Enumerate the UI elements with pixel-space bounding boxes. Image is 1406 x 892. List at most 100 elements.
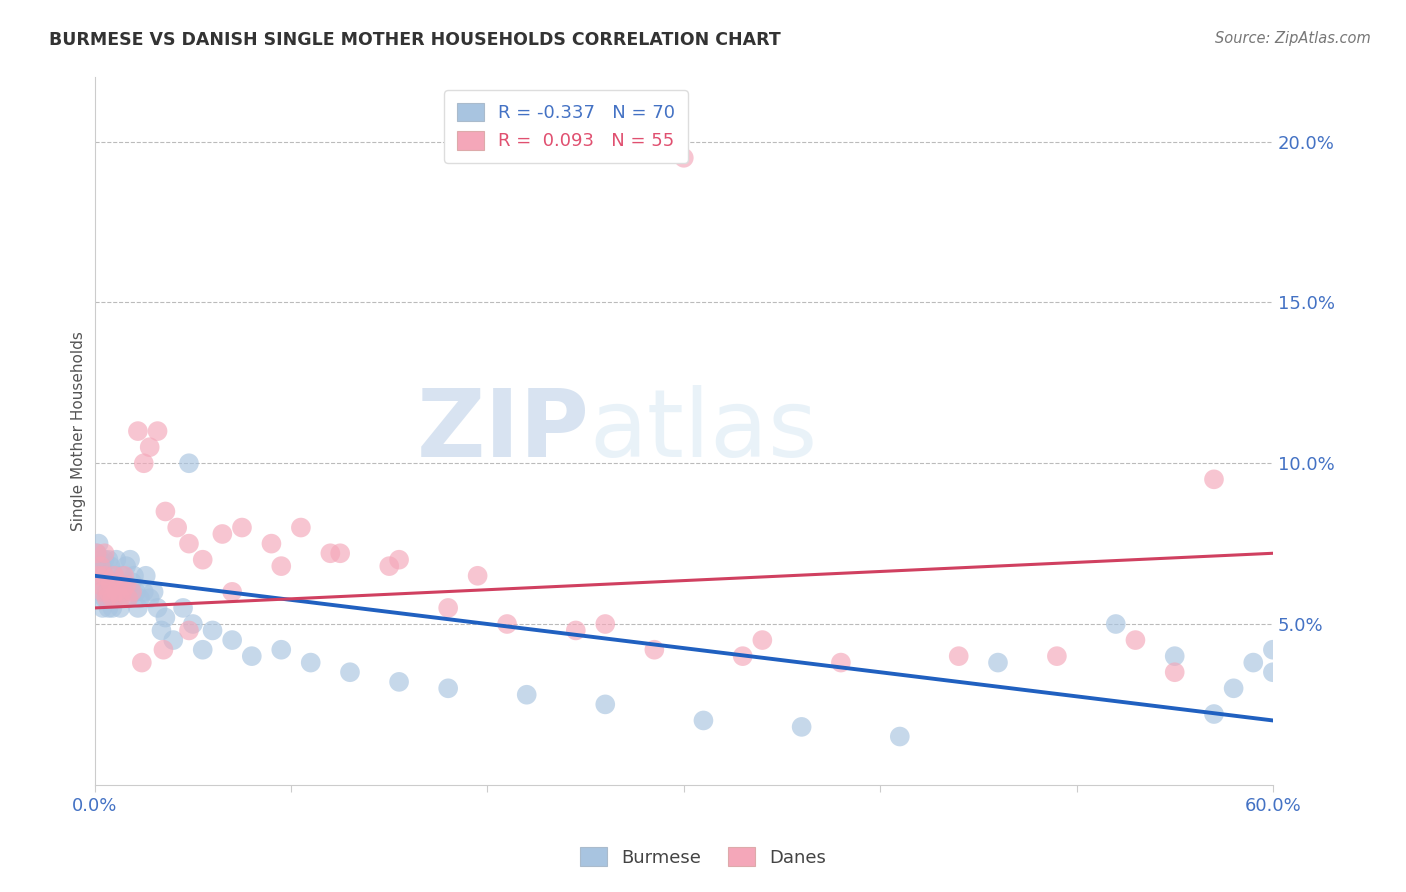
Point [107, 578, 129, 592]
Point [221, 585, 243, 599]
Point [86, 546, 108, 560]
Point [127, 601, 149, 615]
Point [90, 585, 112, 599]
Point [1164, 649, 1187, 664]
Point [177, 536, 200, 550]
Point [1222, 681, 1244, 696]
Point [93, 552, 115, 566]
Point [146, 424, 169, 438]
Point [100, 575, 122, 590]
Point [103, 591, 125, 606]
Point [270, 559, 292, 574]
Point [166, 520, 188, 534]
Point [290, 520, 312, 534]
Point [1202, 472, 1225, 486]
Point [96, 585, 118, 599]
Point [177, 456, 200, 470]
Point [120, 552, 142, 566]
Point [948, 649, 970, 664]
Point [97, 601, 120, 615]
Point [91, 585, 114, 599]
Point [100, 585, 122, 599]
Point [101, 575, 124, 590]
Point [90, 552, 112, 566]
Text: BURMESE VS DANISH SINGLE MOTHER HOUSEHOLDS CORRELATION CHART: BURMESE VS DANISH SINGLE MOTHER HOUSEHOL… [49, 31, 780, 49]
Point [90, 559, 112, 574]
Y-axis label: Single Mother Households: Single Mother Households [72, 331, 86, 531]
Point [91, 575, 114, 590]
Point [516, 688, 538, 702]
Point [131, 656, 153, 670]
Point [339, 665, 361, 680]
Point [437, 601, 460, 615]
Point [97, 552, 120, 566]
Point [105, 575, 128, 590]
Point [299, 656, 322, 670]
Point [117, 591, 139, 606]
Point [128, 591, 150, 606]
Point [987, 656, 1010, 670]
Point [87, 536, 110, 550]
Point [121, 585, 143, 599]
Point [93, 568, 115, 582]
Point [132, 456, 155, 470]
Point [93, 591, 115, 606]
Point [115, 578, 138, 592]
Point [437, 681, 460, 696]
Point [496, 617, 519, 632]
Point [751, 633, 773, 648]
Point [122, 568, 145, 582]
Point [155, 610, 177, 624]
Point [177, 624, 200, 638]
Point [93, 568, 115, 582]
Point [1261, 665, 1284, 680]
Point [1164, 665, 1187, 680]
Point [91, 559, 114, 574]
Point [240, 649, 263, 664]
Point [201, 624, 224, 638]
Point [643, 642, 665, 657]
Point [672, 151, 695, 165]
Point [110, 591, 132, 606]
Point [1046, 649, 1069, 664]
Point [152, 642, 174, 657]
Point [319, 546, 342, 560]
Point [565, 624, 588, 638]
Point [146, 601, 169, 615]
Point [692, 714, 714, 728]
Point [86, 546, 108, 560]
Point [111, 568, 134, 582]
Point [731, 649, 754, 664]
Point [97, 585, 120, 599]
Legend: Burmese, Danes: Burmese, Danes [572, 840, 834, 874]
Point [97, 578, 120, 592]
Point [172, 601, 194, 615]
Point [90, 578, 112, 592]
Point [105, 552, 128, 566]
Point [112, 585, 135, 599]
Point [91, 601, 114, 615]
Text: ZIP: ZIP [416, 385, 589, 477]
Point [96, 591, 118, 606]
Point [121, 575, 143, 590]
Text: atlas: atlas [589, 385, 818, 477]
Point [107, 585, 129, 599]
Point [260, 536, 283, 550]
Point [87, 559, 110, 574]
Point [90, 568, 112, 582]
Point [132, 585, 155, 599]
Point [329, 546, 352, 560]
Point [221, 633, 243, 648]
Point [211, 527, 233, 541]
Point [142, 585, 165, 599]
Point [111, 585, 134, 599]
Point [593, 617, 616, 632]
Point [101, 601, 124, 615]
Point [101, 591, 124, 606]
Point [1105, 617, 1128, 632]
Point [378, 559, 401, 574]
Point [110, 578, 132, 592]
Point [100, 559, 122, 574]
Point [162, 633, 184, 648]
Point [110, 601, 132, 615]
